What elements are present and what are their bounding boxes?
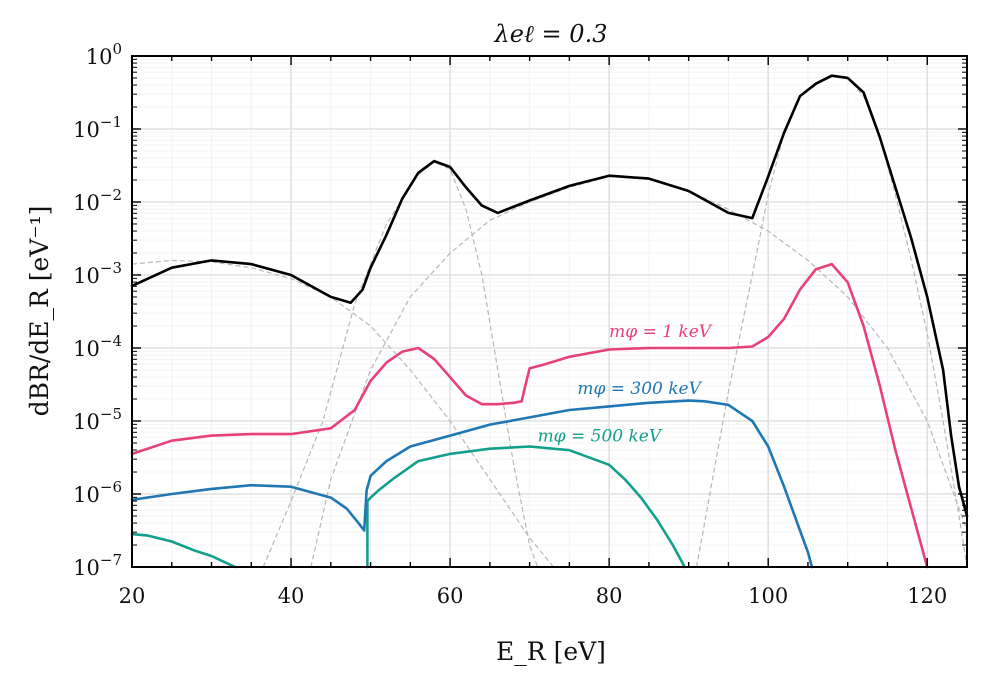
curve-label: mφ = 1 keV [609,322,713,342]
x-tick-label: 80 [596,584,623,608]
y-tick-label: 10−4 [73,332,122,361]
minor-grid [132,56,968,567]
series-line [130,399,814,569]
series-line [130,74,969,518]
series-line [130,262,929,569]
curve-label: mφ = 500 keV [538,426,663,446]
x-tick-label: 100 [748,584,788,608]
y-axis-label: dBR/dE_R [eV⁻¹] [25,206,54,417]
chart-title: λeℓ = 0.3 [494,20,608,48]
y-tick-label: 10−5 [73,405,122,434]
series-line [130,532,237,569]
x-tick-label: 60 [437,584,464,608]
x-tick-label: 40 [278,584,305,608]
curve-label: mφ = 300 keV [577,379,702,399]
y-tick-label: 10−2 [73,186,122,215]
component-line [262,161,539,568]
plot-frame [131,55,968,568]
series-line [366,445,686,569]
x-tick-label: 20 [119,584,146,608]
y-tick-label: 10−1 [73,113,122,142]
tick-labels: 20 40 60 80 100 120 100 10−1 10−2 10−3 10−4 10−5 10−… [73,40,947,608]
x-tick-label: 120 [907,584,947,608]
data-series [130,74,969,569]
y-tick-label: 100 [86,40,122,69]
y-tick-label: 10−6 [73,478,122,507]
y-tick-label: 10−7 [73,551,122,580]
y-tick-label: 10−3 [73,259,122,288]
x-axis-label: E_R [eV] [496,637,606,666]
curve-labels: mφ = 1 keV mφ = 300 keV mφ = 500 keV [538,322,713,446]
axis-ticks [131,55,968,568]
